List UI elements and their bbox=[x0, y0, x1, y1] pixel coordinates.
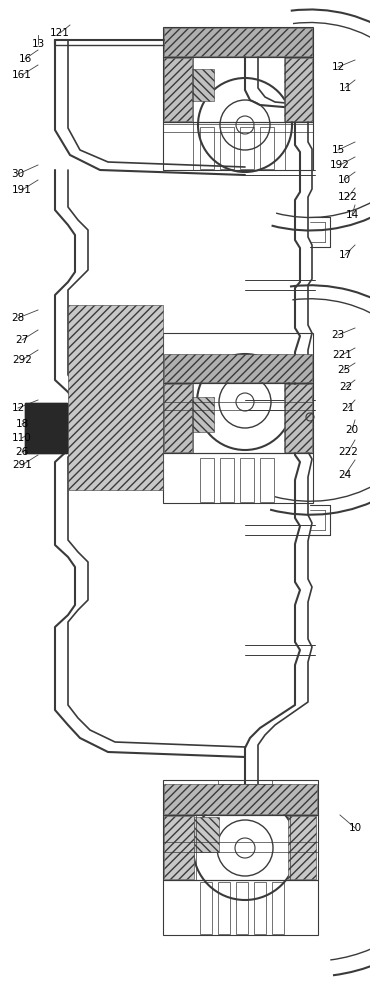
Text: 291: 291 bbox=[12, 460, 32, 470]
Bar bbox=[200, 127, 214, 169]
Bar bbox=[163, 453, 313, 503]
Bar bbox=[284, 58, 312, 121]
Bar bbox=[200, 458, 214, 502]
Bar bbox=[218, 882, 230, 934]
Bar bbox=[272, 882, 284, 934]
Text: 17: 17 bbox=[339, 250, 352, 260]
Bar bbox=[164, 58, 192, 121]
Text: 191: 191 bbox=[12, 185, 32, 195]
Text: 15: 15 bbox=[332, 145, 344, 155]
Bar bbox=[260, 458, 274, 502]
Text: 10: 10 bbox=[349, 823, 361, 833]
Text: 14: 14 bbox=[345, 210, 359, 220]
Bar bbox=[163, 27, 313, 57]
Text: 12: 12 bbox=[332, 62, 344, 72]
Text: 27: 27 bbox=[16, 335, 28, 345]
Text: 25: 25 bbox=[337, 365, 351, 375]
Bar bbox=[192, 69, 214, 101]
Bar bbox=[164, 28, 312, 56]
Text: 292: 292 bbox=[12, 355, 32, 365]
Text: 26: 26 bbox=[16, 447, 28, 457]
Bar bbox=[163, 815, 318, 880]
Bar bbox=[163, 57, 313, 122]
Text: 110: 110 bbox=[12, 433, 32, 443]
Text: 23: 23 bbox=[332, 330, 344, 340]
Bar bbox=[25, 403, 67, 453]
Text: 30: 30 bbox=[11, 169, 24, 179]
Text: 18: 18 bbox=[16, 419, 28, 429]
Bar bbox=[240, 458, 254, 502]
Bar bbox=[220, 127, 234, 169]
Bar bbox=[164, 784, 317, 814]
Bar bbox=[25, 403, 67, 453]
Bar bbox=[163, 880, 318, 935]
Bar bbox=[260, 127, 274, 169]
Text: 13: 13 bbox=[31, 39, 45, 49]
Bar bbox=[192, 397, 214, 432]
Bar bbox=[240, 127, 254, 169]
Bar bbox=[254, 882, 266, 934]
Bar bbox=[200, 882, 212, 934]
Bar bbox=[164, 354, 312, 382]
Text: 12: 12 bbox=[11, 403, 25, 413]
Text: 192: 192 bbox=[330, 160, 350, 170]
Bar bbox=[163, 333, 313, 383]
Text: 221: 221 bbox=[332, 350, 352, 360]
Bar bbox=[164, 816, 194, 879]
Bar bbox=[236, 882, 248, 934]
Text: 21: 21 bbox=[342, 403, 354, 413]
Text: 20: 20 bbox=[346, 425, 359, 435]
Bar bbox=[68, 305, 163, 490]
Bar bbox=[194, 817, 219, 852]
Text: 122: 122 bbox=[338, 192, 358, 202]
Text: 11: 11 bbox=[339, 83, 352, 93]
Bar bbox=[288, 816, 316, 879]
Bar bbox=[163, 780, 318, 815]
Text: 16: 16 bbox=[18, 54, 31, 64]
Text: 10: 10 bbox=[337, 175, 350, 185]
Text: 22: 22 bbox=[339, 382, 353, 392]
Bar bbox=[220, 458, 234, 502]
Bar bbox=[163, 122, 313, 170]
Text: 222: 222 bbox=[338, 447, 358, 457]
Text: 24: 24 bbox=[339, 470, 352, 480]
Bar bbox=[163, 383, 313, 453]
Text: 28: 28 bbox=[11, 313, 25, 323]
Bar bbox=[284, 384, 312, 452]
Text: 161: 161 bbox=[12, 70, 32, 80]
Bar bbox=[164, 384, 192, 452]
Text: 121: 121 bbox=[50, 28, 70, 38]
